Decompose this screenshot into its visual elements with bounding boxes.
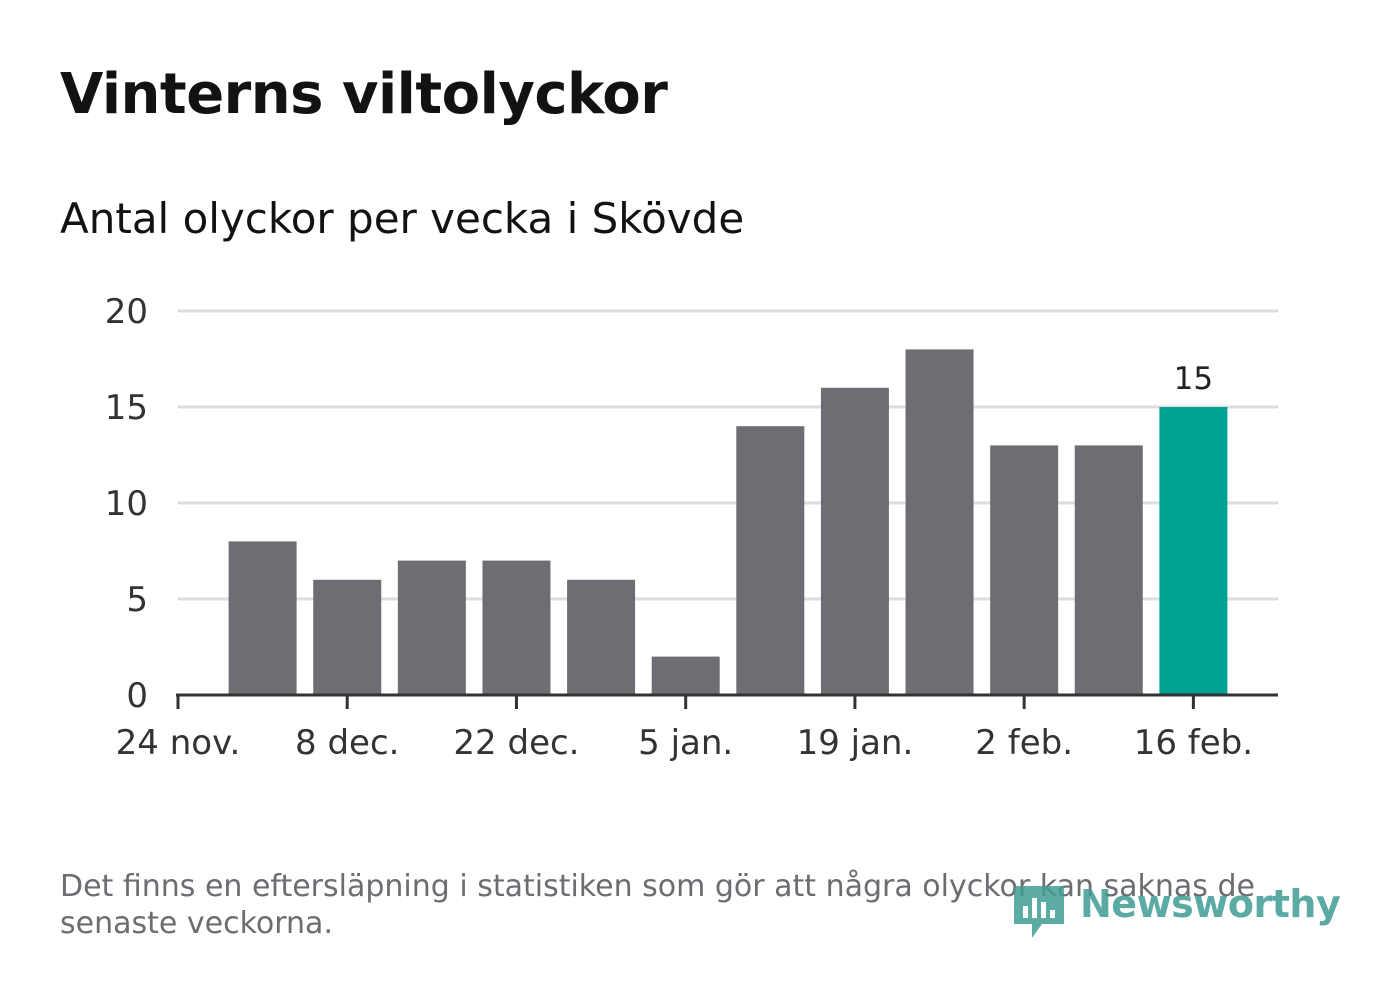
chart-subtitle: Antal olyckor per vecka i Skövde xyxy=(60,194,745,243)
x-tick-label: 16 feb. xyxy=(1134,723,1253,763)
newsworthy-logo-icon xyxy=(1014,886,1064,938)
bar xyxy=(313,579,382,695)
data-label: 15 xyxy=(1174,361,1213,397)
x-tick-label: 22 dec. xyxy=(453,723,579,763)
y-tick-label: 5 xyxy=(126,580,148,620)
x-tick-label: 5 jan. xyxy=(638,723,733,763)
bar xyxy=(397,560,466,695)
bar xyxy=(820,387,889,695)
bar xyxy=(736,426,805,695)
x-tick-label: 19 jan. xyxy=(797,723,914,763)
bar xyxy=(1074,445,1143,695)
bar xyxy=(990,445,1059,695)
y-tick-label: 0 xyxy=(126,676,148,716)
bar xyxy=(905,349,974,695)
newsworthy-logo-text: Newsworthy xyxy=(1080,882,1341,926)
x-tick-label: 2 feb. xyxy=(975,723,1073,763)
y-tick-label: 15 xyxy=(105,388,148,428)
chart-title: Vinterns viltolyckor xyxy=(60,62,668,127)
bar xyxy=(567,579,636,695)
bar xyxy=(1159,407,1228,695)
bar xyxy=(651,656,720,695)
bar xyxy=(228,541,297,695)
y-tick-label: 20 xyxy=(105,292,148,332)
newsworthy-logo: Newsworthy xyxy=(1010,880,1341,942)
bar xyxy=(482,560,551,695)
y-tick-label: 10 xyxy=(105,484,148,524)
x-tick-label: 8 dec. xyxy=(295,723,399,763)
x-tick-label: 24 nov. xyxy=(116,723,241,763)
